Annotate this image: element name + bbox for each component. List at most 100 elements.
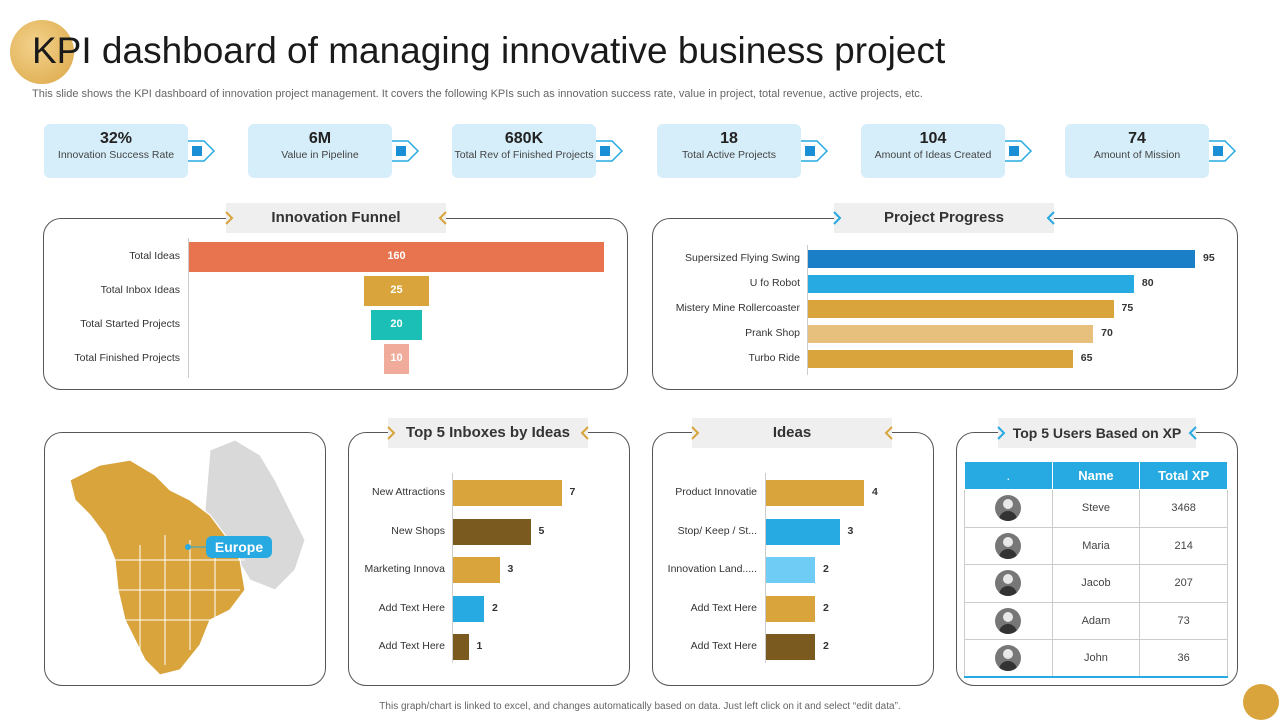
arrow-tag-icon	[1005, 140, 1033, 162]
panel-title-text: Top 5 Inboxes by Ideas	[406, 424, 570, 441]
data-label: 70	[1101, 327, 1113, 339]
kpi-label: Total Active Projects	[682, 149, 776, 161]
category-label: Mistery Mine Rollercoaster	[675, 302, 800, 314]
bar	[766, 480, 864, 506]
data-label: 20	[390, 318, 403, 330]
table-row: John 36	[964, 639, 1228, 678]
category-label: Prank Shop	[745, 327, 800, 339]
top-inboxes-title: Top 5 Inboxes by Ideas	[387, 418, 589, 448]
chevron-right-icon	[387, 426, 396, 440]
panel-title-text: Ideas	[772, 424, 812, 441]
category-label: New Attractions	[372, 486, 445, 498]
data-label: 2	[492, 601, 498, 614]
user-name: Maria	[1051, 526, 1141, 565]
chevron-left-icon	[438, 211, 447, 225]
data-label: 80	[1141, 277, 1154, 289]
avatar	[995, 570, 1022, 597]
kpi-card: 32% Innovation Success Rate	[44, 124, 216, 178]
table-row: Steve 3468	[964, 489, 1228, 528]
kpi-value: 18	[720, 130, 738, 147]
user-name: Steve	[1051, 489, 1141, 528]
location-pin	[185, 544, 191, 550]
page-subtitle: This slide shows the KPI dashboard of in…	[32, 88, 923, 100]
top-users-title: Top 5 Users Based on XP	[997, 418, 1197, 448]
data-label: 3	[507, 563, 514, 575]
category-label: Supersized Flying Swing	[685, 252, 800, 264]
avatar-cell	[964, 489, 1053, 528]
category-label: U fo Robot	[749, 277, 800, 289]
bar	[808, 275, 1134, 293]
table-header-name: Name	[1051, 461, 1141, 490]
bar	[808, 250, 1195, 268]
data-label: 2	[823, 563, 829, 575]
data-label: 2	[823, 640, 829, 652]
table-header-xp: Total XP	[1139, 461, 1228, 490]
bar	[766, 557, 815, 583]
kpi-card: 18 Total Active Projects	[657, 124, 829, 178]
category-label: Total Finished Projects	[74, 352, 180, 364]
data-label: 10	[390, 352, 403, 364]
category-label: Turbo Ride	[748, 352, 800, 364]
category-label: Innovation Land.....	[667, 563, 757, 575]
avatar	[995, 645, 1022, 672]
arrow-tag-icon	[392, 140, 420, 162]
data-label: 25	[390, 284, 403, 296]
user-xp: 214	[1139, 526, 1228, 565]
arrow-tag-icon	[188, 140, 216, 162]
data-label: 75	[1121, 302, 1134, 314]
category-label: Add Text Here	[378, 601, 445, 614]
arrow-tag-icon	[596, 140, 624, 162]
page-title: KPI dashboard of managing innovative bus…	[32, 30, 946, 71]
panel-title-text: Project Progress	[883, 209, 1005, 226]
chevron-right-icon	[691, 426, 700, 440]
bar	[189, 242, 604, 272]
europe-label: Europe	[206, 536, 272, 558]
kpi-value: 6M	[308, 130, 332, 147]
decorative-circle	[10, 20, 74, 84]
bar	[766, 518, 840, 545]
category-label: Add Text Here	[690, 640, 757, 652]
avatar-cell	[964, 564, 1053, 603]
data-label: 3	[847, 524, 854, 537]
data-label: 95	[1203, 252, 1215, 264]
category-label: Total Ideas	[129, 250, 180, 262]
bar	[808, 300, 1114, 318]
data-label: 2	[823, 601, 829, 614]
avatar	[995, 532, 1022, 559]
decorative-circle	[1243, 684, 1279, 720]
avatar-cell	[964, 601, 1053, 640]
bar	[453, 557, 500, 583]
user-xp: 73	[1139, 601, 1228, 640]
chevron-right-icon	[225, 211, 234, 225]
panel-title-text: Innovation Funnel	[271, 209, 401, 226]
bar	[453, 480, 562, 506]
bar	[808, 325, 1094, 343]
bar	[453, 518, 531, 545]
funnel-axis	[188, 238, 189, 378]
arrow-tag-icon	[801, 140, 829, 162]
category-label: Stop/ Keep / St...	[677, 524, 757, 537]
avatar-cell	[964, 639, 1053, 678]
category-label: Add Text Here	[690, 601, 757, 614]
north-america-map	[69, 440, 306, 676]
category-label: Total Inbox Ideas	[100, 284, 180, 296]
table-bottom-rule	[964, 676, 1228, 678]
bar	[383, 344, 410, 374]
kpi-value: 32%	[99, 130, 133, 147]
arrow-tag-icon	[1209, 140, 1237, 162]
bar	[453, 595, 484, 622]
kpi-label: Amount of Ideas Created	[874, 149, 992, 161]
project-progress-title: Project Progress	[833, 203, 1055, 233]
avatar-cell	[964, 526, 1053, 565]
kpi-label: Value in Pipeline	[281, 149, 359, 161]
user-name: John	[1051, 639, 1141, 678]
user-name: Jacob	[1051, 564, 1141, 603]
bar	[766, 595, 815, 622]
chevron-right-icon	[833, 211, 842, 225]
kpi-label: Innovation Success Rate	[57, 149, 175, 161]
kpi-value: 74	[1128, 130, 1146, 147]
kpi-card: 74 Amount of Mission	[1065, 124, 1237, 178]
data-label: 160	[387, 250, 406, 262]
bar	[364, 276, 429, 306]
users-xp-table: . Name Total XP Steve 3468 Maria 214 Jacob 20…	[964, 461, 1228, 678]
